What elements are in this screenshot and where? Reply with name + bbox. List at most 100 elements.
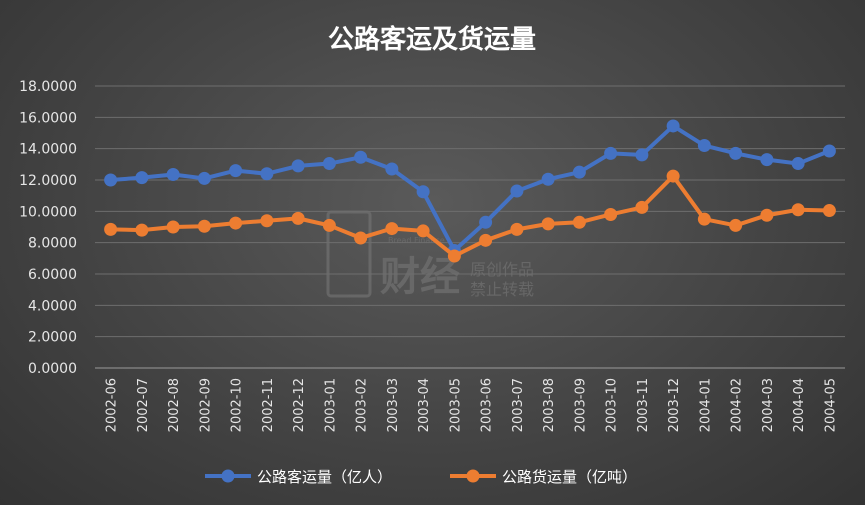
x-tick-label: 2004-02 <box>730 378 745 432</box>
data-point <box>635 148 649 162</box>
x-axis: 2002-06 2002-07 2002-08 2002-09 2002-10 2002-… <box>105 378 839 432</box>
watermark: 财经 Bread Finance 原创作品 禁止转载 <box>326 210 534 300</box>
data-point <box>510 222 524 236</box>
data-point <box>197 219 211 233</box>
series-1 <box>104 119 836 257</box>
data-point <box>104 222 118 236</box>
y-tick-label: 2.0000 <box>28 330 77 346</box>
data-point <box>166 168 180 182</box>
legend-item-1: 公路客运量（亿人） <box>205 468 392 486</box>
data-point <box>697 212 711 226</box>
x-tick-label: 2003-12 <box>667 378 682 432</box>
x-tick-label: 2004-05 <box>823 378 838 432</box>
series-line <box>110 174 830 258</box>
y-tick-label: 0.0000 <box>28 361 77 377</box>
watermark-line1: 原创作品 <box>470 260 534 279</box>
y-tick-label: 18.0000 <box>19 79 77 95</box>
legend-swatch-marker <box>221 469 235 483</box>
data-point <box>572 165 586 179</box>
data-point <box>541 172 555 186</box>
data-point <box>197 171 211 185</box>
data-point <box>260 167 274 181</box>
data-point <box>635 200 649 214</box>
watermark-brand-en: Bread Finance <box>388 236 445 245</box>
y-tick-label: 8.0000 <box>28 236 77 252</box>
y-tick-label: 4.0000 <box>28 298 77 314</box>
data-point <box>291 159 305 173</box>
data-point <box>479 215 493 229</box>
legend-label: 公路货运量（亿吨） <box>502 468 637 486</box>
data-point <box>760 208 774 222</box>
legend-label: 公路客运量（亿人） <box>257 468 392 486</box>
x-tick-label: 2003-02 <box>355 378 370 432</box>
x-tick-label: 2004-04 <box>792 378 807 432</box>
x-tick-label: 2002-10 <box>230 378 245 432</box>
y-tick-label: 12.0000 <box>19 173 77 189</box>
chart-title: 公路客运及货运量 <box>328 24 536 55</box>
data-point <box>385 162 399 176</box>
x-tick-label: 2003-01 <box>323 378 338 432</box>
x-tick-label: 2003-07 <box>511 378 526 432</box>
data-point <box>791 203 805 217</box>
data-point <box>822 204 836 218</box>
data-point <box>729 146 743 160</box>
data-point <box>666 169 680 183</box>
x-tick-label: 2004-01 <box>698 378 713 432</box>
x-tick-label: 2002-06 <box>105 378 120 432</box>
x-tick-label: 2003-11 <box>636 378 651 432</box>
data-point <box>541 217 555 231</box>
data-point <box>104 173 118 187</box>
y-axis: 0.0000 2.0000 4.0000 6.0000 8.0000 10.0000 12.… <box>19 79 77 377</box>
y-tick-label: 16.0000 <box>19 110 77 126</box>
data-point <box>135 223 149 237</box>
data-point <box>354 231 368 245</box>
data-point <box>135 171 149 185</box>
data-point <box>604 207 618 221</box>
data-point <box>385 222 399 236</box>
data-point <box>572 215 586 229</box>
data-point <box>822 144 836 158</box>
data-point <box>229 164 243 178</box>
x-tick-label: 2003-04 <box>417 378 432 432</box>
x-tick-label: 2003-06 <box>480 378 495 432</box>
series-line <box>110 123 831 253</box>
data-point <box>322 157 336 171</box>
data-point <box>416 185 430 199</box>
y-tick-label: 10.0000 <box>19 204 77 220</box>
data-point <box>479 233 493 247</box>
x-tick-label: 2002-09 <box>198 378 213 432</box>
data-point <box>166 220 180 234</box>
data-point <box>760 153 774 167</box>
data-point <box>416 224 430 238</box>
x-tick-label: 2003-03 <box>386 378 401 432</box>
data-point <box>729 218 743 232</box>
series-2 <box>104 169 836 263</box>
y-tick-label: 6.0000 <box>28 267 77 283</box>
legend-swatch-marker <box>466 469 480 483</box>
x-tick-label: 2004-03 <box>761 378 776 432</box>
data-point <box>354 150 368 164</box>
series-group <box>104 119 836 263</box>
watermark-brand: 财经 <box>380 254 460 300</box>
x-tick-label: 2002-12 <box>292 378 307 432</box>
data-point <box>229 216 243 230</box>
gridlines <box>95 85 845 369</box>
data-point <box>260 214 274 228</box>
data-point <box>447 249 461 263</box>
data-point <box>322 218 336 232</box>
data-point <box>291 211 305 225</box>
data-point <box>604 146 618 160</box>
x-tick-label: 2002-07 <box>136 378 151 432</box>
x-tick-label: 2002-11 <box>261 378 276 432</box>
data-point <box>510 184 524 198</box>
watermark-logo-icon <box>326 210 372 298</box>
legend: 公路客运量（亿人） 公路货运量（亿吨） <box>205 468 637 486</box>
data-point <box>666 119 680 133</box>
x-tick-label: 2003-10 <box>605 378 620 432</box>
data-point <box>791 157 805 171</box>
x-tick-label: 2003-05 <box>448 378 463 432</box>
watermark-line2: 禁止转载 <box>470 280 534 299</box>
y-tick-label: 14.0000 <box>19 142 77 158</box>
x-tick-label: 2002-08 <box>167 378 182 432</box>
